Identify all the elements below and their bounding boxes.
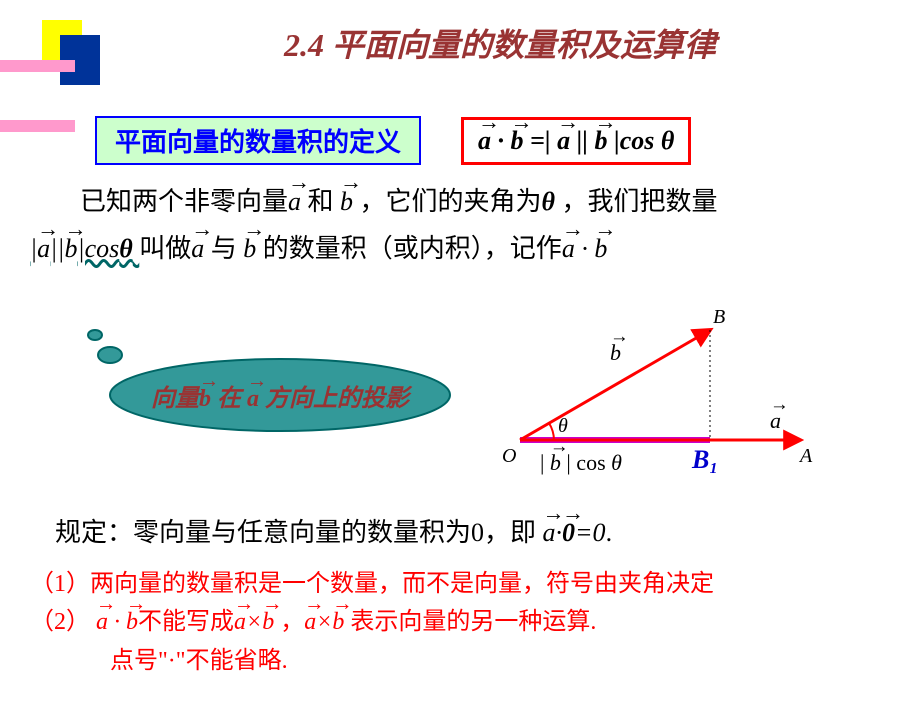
definition-label: 平面向量的数量积的定义 bbox=[95, 116, 421, 165]
vector-diagram: O A B B₁ a b θ | b | cos θ bbox=[480, 310, 840, 510]
dot-product-formula: a · b =| a || b |cos θ bbox=[461, 117, 691, 165]
definition-text-line1: 已知两个非零向量a 和 b ，它们的夹角为θ ，我们把数量 bbox=[0, 179, 920, 226]
label-theta: θ bbox=[558, 415, 568, 438]
note-1: （1）两向量的数量积是一个数量，而不是向量，符号由夹角决定 bbox=[30, 565, 900, 603]
label-b: b bbox=[610, 340, 621, 366]
label-B: B bbox=[713, 306, 725, 329]
definition-text-line2: |a||b|cosθ 叫做a 与 b 的数量积（或内积），记作a · b bbox=[0, 226, 920, 273]
label-projection: | b | cos θ bbox=[540, 450, 622, 476]
label-O: O bbox=[502, 445, 516, 468]
page-title: 2.4 平面向量的数量积及运算律 bbox=[80, 20, 920, 66]
zero-vector-rule: 规定：零向量与任意向量的数量积为0，即 a·0=0. bbox=[0, 510, 920, 557]
projection-callout: 向量b 在 a 方向上的投影 bbox=[100, 350, 460, 445]
corner-decoration bbox=[0, 20, 120, 180]
label-B1: B₁ bbox=[692, 445, 718, 475]
note-2: （2） a · b不能写成a×b ，a×b 表示向量的另一种运算. bbox=[30, 603, 900, 641]
note-3: 点号"·"不能省略. bbox=[30, 642, 900, 680]
label-a: a bbox=[770, 408, 781, 434]
label-A: A bbox=[800, 445, 812, 468]
